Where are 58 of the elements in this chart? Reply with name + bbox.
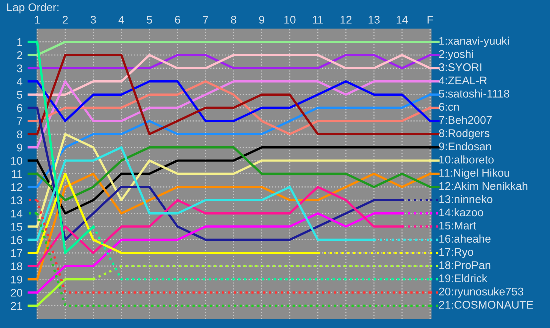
- x-tick-label: F: [428, 16, 434, 24]
- x-tick-label: 6: [175, 16, 180, 24]
- y-tick-label: 16: [11, 236, 22, 244]
- legend-label: 19:Eldrick: [440, 274, 488, 283]
- y-tick-label: 11: [12, 170, 22, 178]
- legend-label: 6:cn: [439, 103, 460, 112]
- legend-label: 8:Rodgers: [439, 129, 490, 140]
- x-tick-label: 3: [90, 16, 96, 24]
- legend-label: 14:kazoo: [440, 208, 484, 217]
- y-tick-label: 10: [11, 157, 23, 165]
- x-tick-label: 10: [284, 16, 296, 24]
- legend-label: 7:Beh2007: [439, 116, 492, 124]
- x-tick-label: 12: [340, 16, 352, 24]
- y-tick-label: 21: [11, 302, 22, 310]
- legend-label: 9:Endosan: [439, 142, 492, 151]
- legend-label: 4:ZEAL-R: [439, 76, 488, 85]
- y-tick-label: 15: [11, 223, 22, 231]
- y-tick-label: 7: [17, 118, 22, 126]
- legend-label: 17:Ryo: [440, 248, 474, 258]
- legend-label: 21:COSMONAUTE: [439, 301, 534, 309]
- legend-label: 15:Mart: [440, 222, 476, 230]
- legend-label: 2:yoshi: [439, 50, 474, 60]
- legend-label: 11:Nigel Hikou: [440, 168, 510, 180]
- x-tick-label: 13: [368, 16, 380, 24]
- y-tick-label: 13: [11, 196, 22, 205]
- x-tick-label: 8: [231, 16, 236, 24]
- y-tick-label: 12: [11, 183, 22, 192]
- x-tick-label: 14: [396, 16, 408, 24]
- legend-label: 1:xanavi-yuuki: [440, 36, 510, 48]
- legend-label: 20:ryunosuke753: [439, 288, 524, 298]
- y-tick-label: 6: [17, 104, 22, 112]
- y-tick-label: 4: [17, 78, 23, 86]
- legend-label: 16:aheahe: [440, 234, 491, 243]
- y-tick-label: 18: [11, 262, 22, 270]
- legend-label: 12:Akim Nenikkah: [440, 182, 528, 190]
- x-tick-label: 2: [62, 16, 68, 24]
- x-tick-label: 9: [259, 16, 265, 24]
- y-tick-label: 20: [11, 289, 23, 297]
- y-tick-label: 14: [11, 210, 23, 218]
- y-tick-label: 17: [11, 250, 22, 258]
- x-tick-label: 4: [118, 16, 124, 24]
- legend-label: 3:SYORI: [439, 64, 482, 72]
- legend-label: 13:ninneko: [440, 195, 493, 204]
- chart-title: Lap Order:: [8, 3, 59, 14]
- legend-label: 18:ProPan: [440, 261, 491, 270]
- y-tick-label: 5: [17, 91, 22, 99]
- x-tick-label: 1: [35, 16, 40, 24]
- legend-label: 10:alboreto: [440, 156, 494, 164]
- y-tick-label: 9: [17, 144, 22, 152]
- y-tick-label: 8: [17, 130, 22, 139]
- x-tick-label: 5: [147, 16, 152, 24]
- y-tick-label: 19: [11, 276, 22, 284]
- x-tick-label: 7: [203, 16, 208, 24]
- y-tick-label: 2: [17, 52, 22, 60]
- legend-label: 5:satoshi-1118: [439, 90, 510, 98]
- y-tick-label: 3: [17, 64, 22, 73]
- y-tick-label: 1: [18, 38, 22, 46]
- x-tick-label: 11: [313, 16, 324, 24]
